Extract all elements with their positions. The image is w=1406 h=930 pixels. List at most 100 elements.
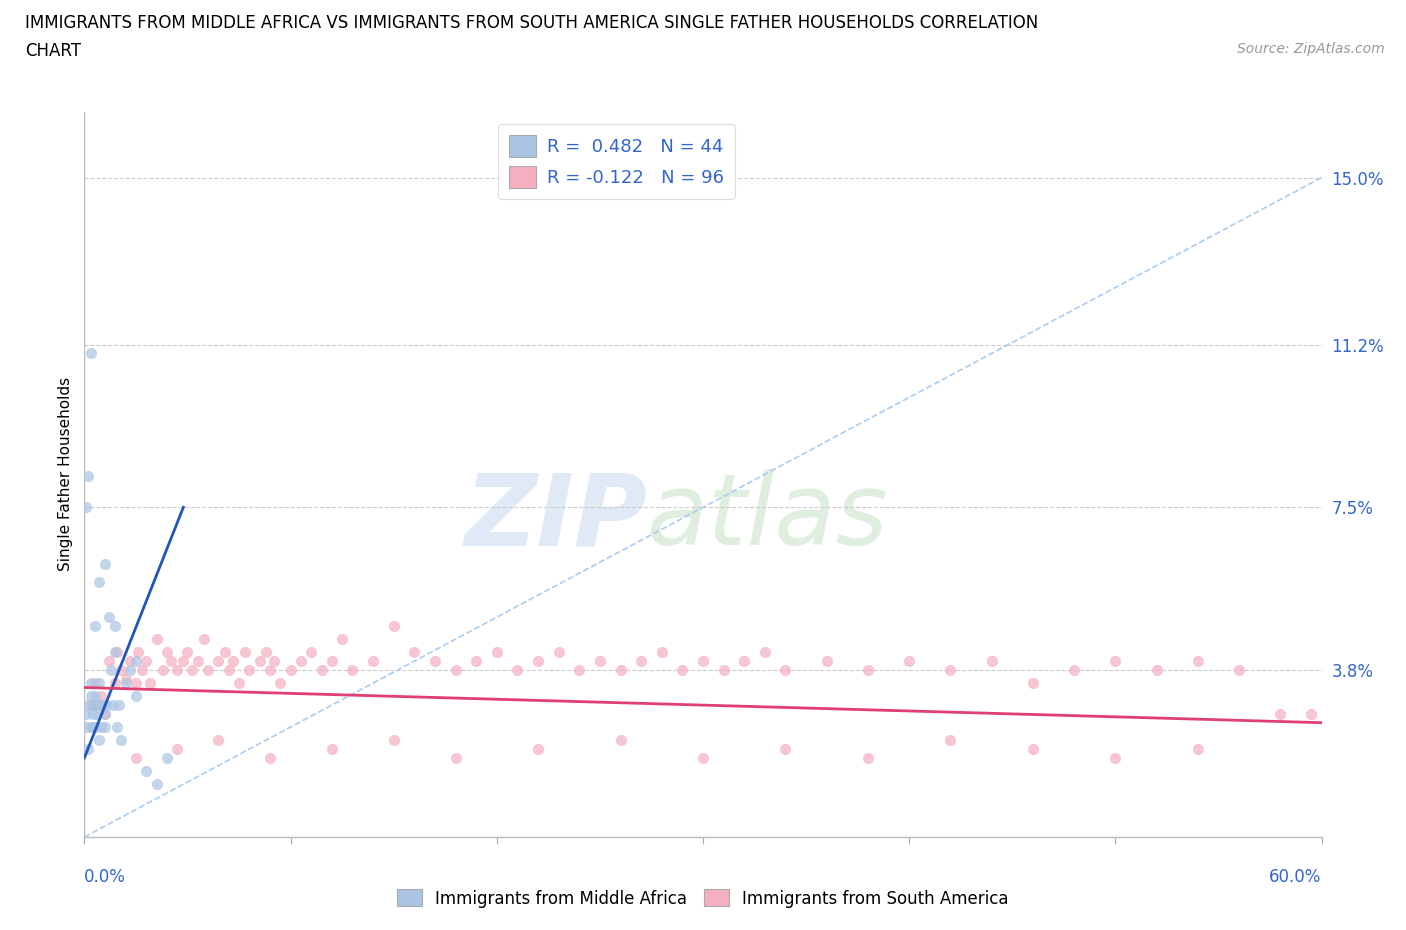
Point (118, 662, 141, 677)
Point (1104, 654, 1126, 669)
Point (713, 662, 735, 677)
Point (83, 689, 105, 704)
Point (1187, 741, 1209, 756)
Point (547, 644, 569, 659)
Point (1022, 676, 1045, 691)
Point (775, 662, 797, 677)
Point (1022, 741, 1045, 756)
Point (79, 689, 101, 704)
Point (94, 557, 117, 572)
Point (125, 654, 148, 669)
Point (87, 575, 110, 590)
Point (94, 720, 117, 735)
Text: CHART: CHART (25, 42, 82, 60)
Point (589, 654, 612, 669)
Point (218, 662, 240, 677)
Point (939, 733, 962, 748)
Point (91, 698, 114, 712)
Point (90, 689, 112, 704)
Point (172, 654, 194, 669)
Point (156, 751, 179, 765)
Point (160, 654, 183, 669)
Point (100, 662, 122, 677)
Point (856, 751, 879, 765)
Point (898, 654, 921, 669)
Point (125, 689, 148, 704)
Point (105, 720, 128, 735)
Point (94, 707, 117, 722)
Point (321, 654, 343, 669)
Point (152, 662, 174, 677)
Point (249, 654, 271, 669)
Point (1270, 707, 1292, 722)
Point (114, 671, 136, 686)
Point (83, 720, 105, 735)
Point (114, 676, 136, 691)
Point (83, 698, 105, 712)
Point (87, 676, 110, 691)
Point (939, 662, 962, 677)
Point (382, 733, 405, 748)
Point (166, 741, 188, 756)
Legend: Immigrants from Middle Africa, Immigrants from South America: Immigrants from Middle Africa, Immigrant… (391, 883, 1015, 914)
Point (207, 654, 229, 669)
Point (180, 662, 202, 677)
Text: IMMIGRANTS FROM MIDDLE AFRICA VS IMMIGRANTS FROM SOUTH AMERICA SINGLE FATHER HOU: IMMIGRANTS FROM MIDDLE AFRICA VS IMMIGRA… (25, 14, 1039, 32)
Point (125, 751, 148, 765)
Point (110, 662, 132, 677)
Point (77, 741, 100, 756)
Point (1146, 662, 1168, 677)
Point (139, 676, 162, 691)
Point (77, 698, 100, 712)
Point (98, 654, 121, 669)
Point (96, 698, 118, 712)
Point (82, 720, 104, 735)
Point (311, 662, 333, 677)
Text: 60.0%: 60.0% (1270, 868, 1322, 885)
Point (104, 618, 127, 633)
Point (75, 499, 97, 514)
Point (259, 751, 281, 765)
Point (135, 654, 157, 669)
Point (197, 662, 219, 677)
Point (75, 720, 97, 735)
Point (1227, 662, 1250, 677)
Point (98, 610, 121, 625)
Y-axis label: Single Father Households: Single Father Households (58, 378, 73, 571)
Point (754, 644, 776, 659)
Point (86, 698, 108, 712)
Point (104, 644, 127, 659)
Point (127, 644, 149, 659)
Point (83, 676, 105, 691)
Point (263, 654, 285, 669)
Point (321, 741, 343, 756)
Point (156, 644, 179, 659)
Point (105, 644, 128, 659)
Point (342, 662, 364, 677)
Point (176, 644, 198, 659)
Point (103, 698, 125, 712)
Point (79, 720, 101, 735)
Point (259, 662, 281, 677)
Point (94, 707, 117, 722)
Point (527, 741, 550, 756)
Point (609, 662, 631, 677)
Point (815, 654, 838, 669)
Point (404, 644, 426, 659)
Point (131, 662, 153, 677)
Point (485, 644, 508, 659)
Point (110, 733, 132, 748)
Point (86, 698, 108, 712)
Point (145, 777, 167, 791)
Point (207, 733, 229, 748)
Point (382, 618, 405, 633)
Point (671, 662, 693, 677)
Point (193, 631, 215, 646)
Point (228, 676, 250, 691)
Point (630, 654, 652, 669)
Point (1063, 662, 1085, 677)
Point (135, 764, 157, 778)
Point (361, 654, 384, 669)
Text: atlas: atlas (647, 470, 889, 566)
Point (214, 644, 236, 659)
